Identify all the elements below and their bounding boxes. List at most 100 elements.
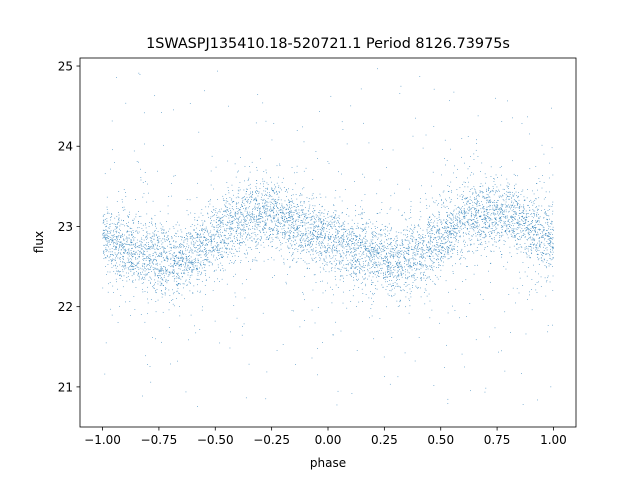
data-point — [541, 260, 543, 262]
data-point — [246, 279, 247, 280]
data-point — [451, 236, 452, 238]
data-point — [277, 226, 279, 227]
data-point — [192, 244, 194, 245]
data-point — [156, 289, 158, 290]
data-point — [277, 229, 278, 231]
data-point — [462, 252, 463, 253]
data-point — [546, 230, 548, 231]
data-point — [343, 277, 344, 279]
data-point — [394, 238, 396, 240]
data-point — [240, 260, 242, 261]
data-point — [128, 255, 130, 257]
data-point — [513, 230, 514, 232]
data-point — [246, 224, 248, 225]
data-point — [497, 224, 499, 225]
data-point — [159, 252, 161, 254]
data-point — [408, 298, 410, 300]
data-point — [214, 259, 216, 261]
data-point — [144, 268, 146, 270]
data-point — [371, 243, 373, 244]
data-point — [346, 252, 347, 254]
data-point — [533, 240, 535, 242]
data-point — [411, 235, 413, 237]
data-point — [232, 222, 234, 224]
data-point — [295, 209, 297, 211]
data-point — [400, 85, 402, 87]
data-point — [547, 209, 549, 211]
data-point — [312, 205, 314, 207]
data-point — [428, 236, 430, 237]
data-point — [331, 302, 333, 304]
data-point — [102, 216, 104, 217]
data-point — [537, 259, 539, 261]
data-point — [162, 238, 164, 240]
data-point — [312, 211, 314, 212]
data-point — [124, 251, 126, 253]
data-point — [379, 247, 380, 249]
data-point — [303, 213, 304, 215]
data-point — [160, 254, 162, 255]
data-point — [365, 283, 366, 285]
data-point — [340, 274, 342, 276]
data-point — [276, 214, 277, 215]
data-point — [451, 233, 453, 234]
data-point — [405, 248, 407, 249]
data-point — [297, 234, 298, 236]
data-point — [341, 235, 342, 237]
data-point — [402, 269, 403, 271]
data-point — [543, 250, 545, 251]
data-point — [548, 245, 550, 246]
data-point — [548, 243, 550, 245]
data-point — [113, 245, 115, 247]
data-point — [412, 135, 414, 137]
data-point — [173, 260, 175, 261]
data-point — [165, 232, 167, 234]
data-point — [398, 274, 400, 276]
data-point — [507, 186, 508, 188]
data-point — [367, 249, 369, 251]
data-point — [125, 301, 126, 303]
data-point — [481, 244, 483, 246]
data-point — [542, 255, 544, 257]
data-point — [271, 210, 272, 212]
data-point — [365, 223, 367, 225]
data-point — [552, 237, 554, 239]
data-point — [194, 247, 195, 248]
data-point — [522, 221, 524, 222]
data-point — [302, 260, 304, 261]
data-point — [229, 220, 231, 222]
data-point — [143, 250, 145, 252]
data-point — [422, 242, 424, 244]
data-point — [495, 235, 497, 236]
data-point — [487, 227, 489, 229]
data-point — [153, 263, 154, 265]
data-point — [329, 231, 330, 233]
data-point — [411, 274, 413, 276]
data-point — [414, 275, 415, 277]
data-point — [419, 260, 421, 262]
data-point — [343, 238, 345, 240]
data-point — [416, 248, 418, 250]
data-point — [437, 245, 439, 246]
data-point — [134, 309, 136, 310]
data-point — [119, 278, 121, 279]
data-point — [276, 228, 278, 230]
data-point — [280, 217, 282, 218]
data-point — [354, 181, 355, 182]
data-point — [430, 237, 432, 238]
data-point — [368, 297, 370, 299]
data-point — [381, 202, 383, 203]
data-point — [239, 231, 241, 233]
data-point — [433, 226, 435, 227]
data-point — [499, 232, 500, 234]
data-point — [223, 199, 224, 201]
data-point — [461, 210, 463, 212]
data-point — [246, 235, 247, 237]
data-point — [441, 227, 443, 228]
data-point — [354, 272, 356, 274]
data-point — [120, 230, 121, 231]
data-point — [414, 247, 416, 249]
data-point — [320, 232, 322, 234]
data-point — [514, 185, 515, 187]
data-point — [456, 213, 458, 215]
